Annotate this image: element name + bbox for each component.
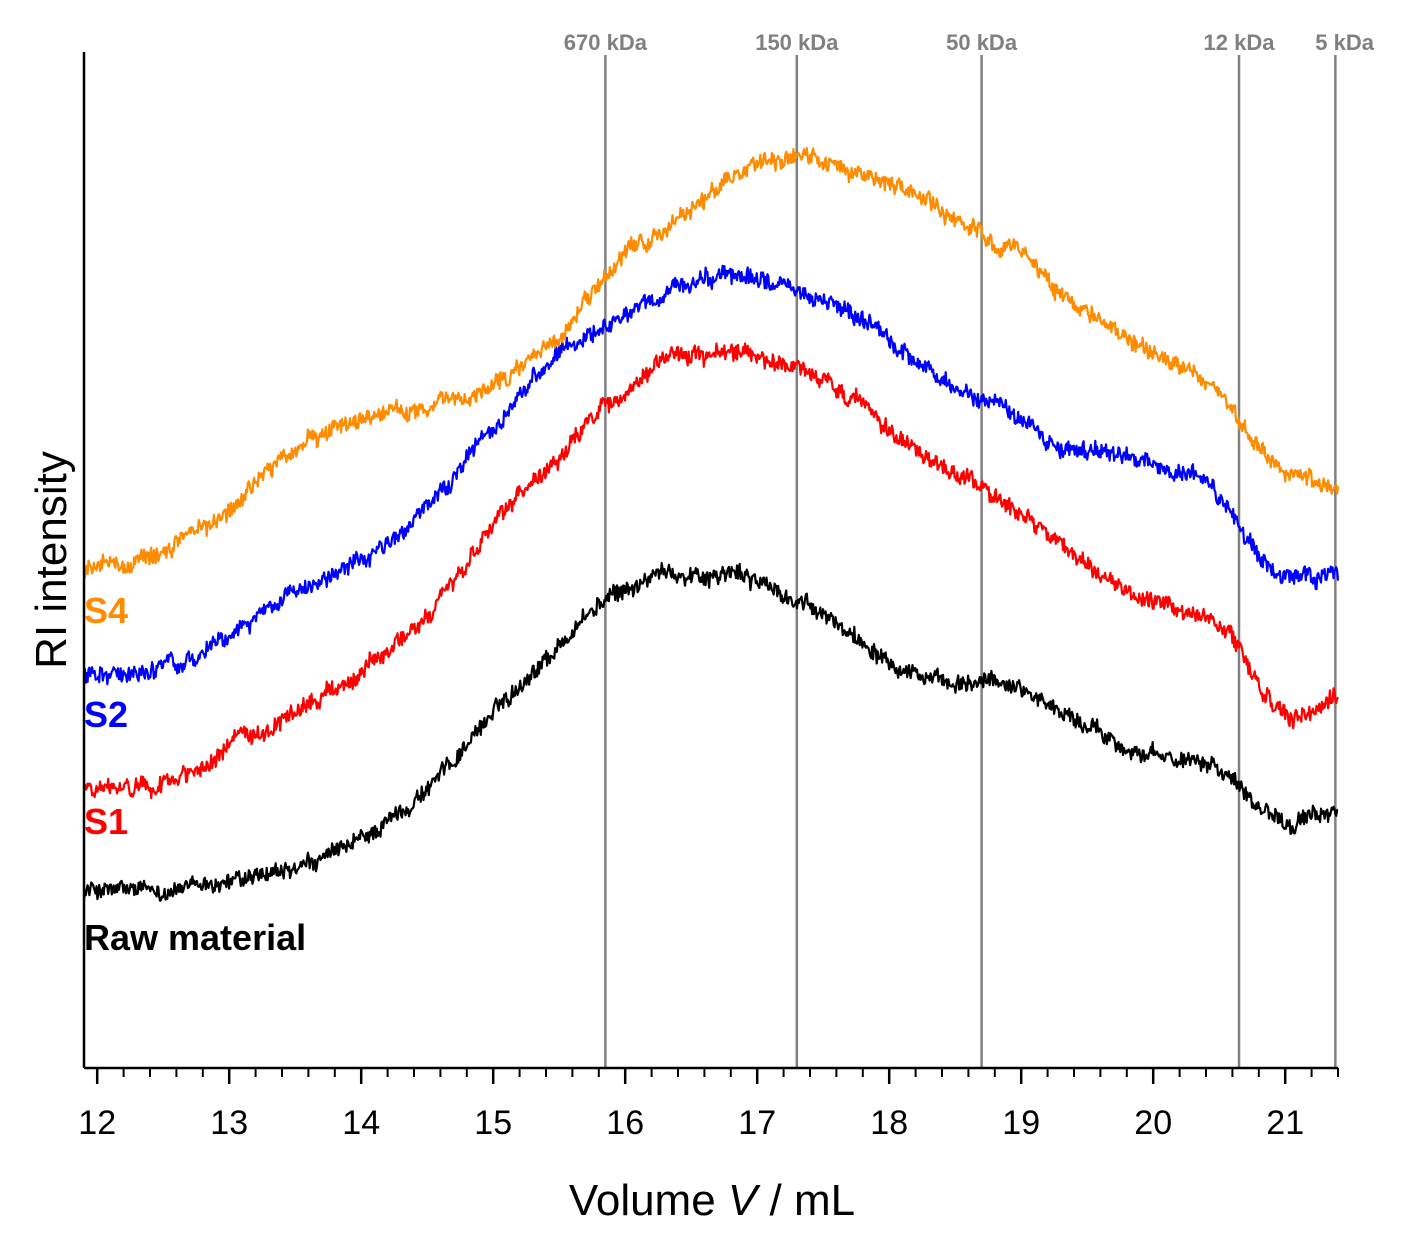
x-tick-label: 16 <box>606 1104 644 1142</box>
x-axis-title-variable: V <box>728 1176 761 1225</box>
reference-labels: 670 kDa 150 kDa 50 kDa 12 kDa 5 kDa <box>564 30 1375 55</box>
y-axis-title: RI intensity <box>27 451 76 669</box>
series-label: S2 <box>84 694 128 735</box>
x-ticks: 12 13 14 15 16 17 18 19 20 21 <box>78 1068 1339 1142</box>
series-label: Raw material <box>84 917 306 958</box>
series-line <box>82 561 1339 902</box>
series-label: S4 <box>84 590 128 631</box>
x-tick-label: 14 <box>342 1104 380 1142</box>
x-tick-label: 21 <box>1266 1104 1304 1142</box>
x-tick-label: 13 <box>210 1104 248 1142</box>
reference-label: 50 kDa <box>946 30 1018 55</box>
x-axis-title: Volume V / mL <box>569 1176 855 1225</box>
series-label: S1 <box>84 801 128 842</box>
series-line <box>82 264 1340 686</box>
x-tick-label: 19 <box>1002 1104 1040 1142</box>
reference-label: 12 kDa <box>1204 30 1276 55</box>
reference-lines <box>604 55 1337 1068</box>
x-tick-label: 18 <box>870 1104 908 1142</box>
x-tick-label: 12 <box>78 1104 116 1142</box>
series-lines <box>82 146 1340 902</box>
x-tick-label: 20 <box>1134 1104 1172 1142</box>
series-labels: Raw material S1 S2 S4 <box>84 590 306 958</box>
reference-label: 150 kDa <box>755 30 839 55</box>
reference-label: 670 kDa <box>564 30 648 55</box>
axes: 12 13 14 15 16 17 18 19 20 21 <box>78 52 1339 1142</box>
x-tick-label: 17 <box>738 1104 776 1142</box>
reference-label: 5 kDa <box>1315 30 1374 55</box>
x-tick-label: 15 <box>474 1104 512 1142</box>
x-axis-title-prefix: Volume <box>569 1176 728 1225</box>
x-axis-title-suffix: / mL <box>757 1176 855 1225</box>
series-line <box>82 342 1339 800</box>
series-line <box>82 146 1340 579</box>
